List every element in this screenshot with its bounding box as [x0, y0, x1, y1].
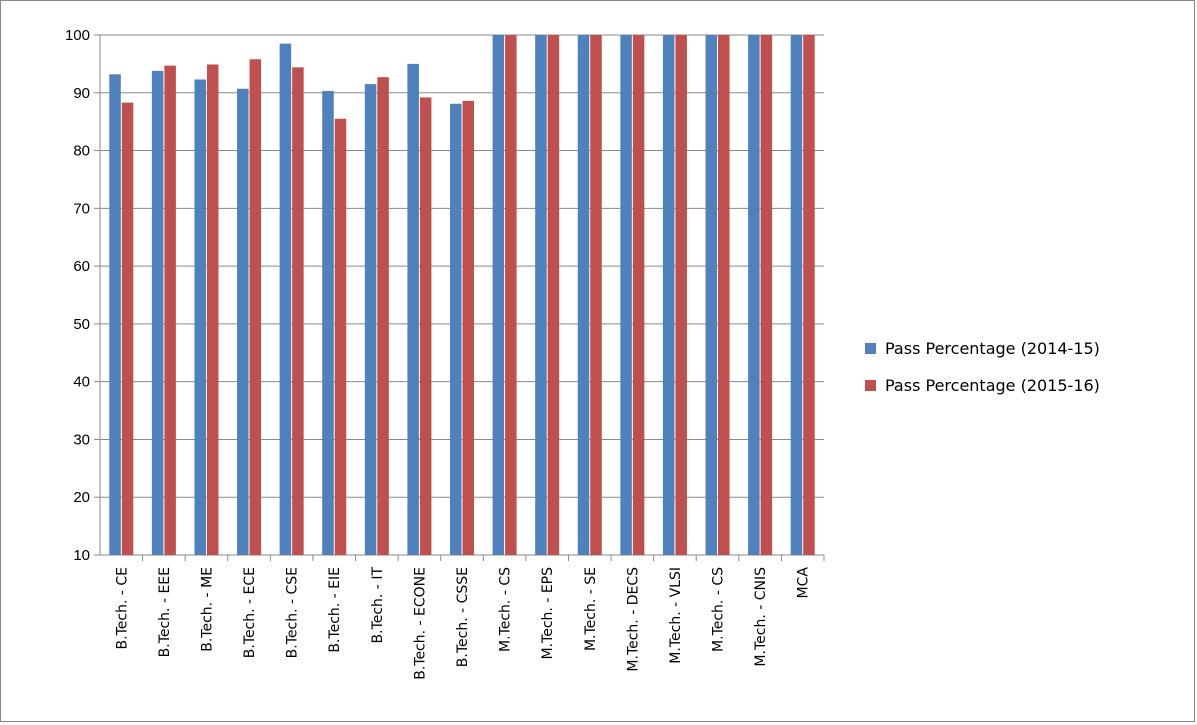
bar-2014-15 — [748, 35, 760, 555]
bar-2014-15 — [577, 35, 590, 555]
bar-2014-15 — [662, 35, 675, 555]
y-tick-label: 50 — [73, 316, 90, 333]
bar-2015-16 — [675, 35, 687, 555]
bar-2014-15 — [194, 79, 206, 555]
y-tick-label: 90 — [73, 85, 90, 102]
y-tick-label: 40 — [73, 374, 90, 391]
category-label: M.Tech. - DECS — [625, 567, 641, 672]
category-label: B.Tech. - CE — [114, 567, 130, 649]
y-tick-label: 70 — [73, 200, 90, 217]
y-tick-label: 10 — [73, 547, 90, 564]
category-label: MCA — [796, 567, 812, 599]
bar-2014-15 — [322, 91, 334, 556]
category-label: M.Tech. - CS — [498, 567, 514, 652]
bar-2015-16 — [419, 97, 432, 556]
legend-swatch — [865, 380, 876, 391]
bar-2014-15 — [151, 70, 164, 556]
bar-2014-15 — [705, 35, 718, 555]
bar-2014-15 — [620, 35, 632, 555]
y-tick-label: 100 — [65, 27, 90, 44]
bar-2014-15 — [790, 35, 803, 555]
category-label: B.Tech. - EEE — [157, 567, 173, 657]
bar-2015-16 — [206, 64, 219, 555]
legend-label: Pass Percentage (2015-16) — [885, 376, 1100, 395]
bar-2014-15 — [237, 88, 249, 555]
y-tick-label: 60 — [73, 258, 90, 275]
bar-2015-16 — [292, 67, 304, 555]
category-label: B.Tech. - CSSE — [455, 567, 471, 667]
bar-2015-16 — [590, 35, 602, 555]
y-tick-label: 80 — [73, 143, 90, 160]
bar-2014-15 — [535, 35, 547, 555]
category-label: B.Tech. - CSE — [285, 567, 301, 658]
category-label: M.Tech. - CNIS — [753, 567, 769, 667]
bar-2015-16 — [760, 35, 773, 555]
bar-2015-16 — [718, 35, 730, 555]
bar-2014-15 — [492, 35, 505, 555]
category-label: B.Tech. - ECE — [242, 567, 258, 658]
bar-2014-15 — [364, 84, 377, 555]
bar-2015-16 — [334, 118, 347, 556]
y-tick-label: 30 — [73, 431, 90, 448]
bar-2015-16 — [547, 35, 560, 555]
bar-2015-16 — [164, 65, 176, 555]
category-label: B.Tech. - ME — [199, 567, 215, 652]
bar-2014-15 — [279, 43, 292, 556]
category-label: M.Tech. - CS — [711, 567, 727, 652]
legend-swatch — [865, 343, 876, 354]
bar-2015-16 — [505, 35, 517, 555]
bar-2015-16 — [462, 100, 474, 555]
bar-2014-15 — [407, 63, 419, 556]
bar-2015-16 — [121, 102, 134, 555]
category-label: B.Tech. - IT — [370, 567, 386, 644]
category-label: B.Tech. - EIE — [327, 567, 343, 653]
category-label: B.Tech. - ECONE — [412, 567, 428, 680]
y-tick-label: 20 — [73, 489, 90, 506]
bar-2014-15 — [109, 74, 121, 556]
category-label: M.Tech. - SE — [583, 567, 599, 651]
category-label: M.Tech. - VLSI — [668, 567, 684, 664]
legend-label: Pass Percentage (2014-15) — [885, 339, 1100, 358]
bar-2015-16 — [632, 35, 645, 555]
bar-2014-15 — [450, 103, 462, 555]
category-label: M.Tech. - EPS — [540, 567, 556, 660]
bar-2015-16 — [377, 77, 389, 555]
bar-2015-16 — [803, 35, 815, 555]
bar-2015-16 — [249, 59, 262, 556]
